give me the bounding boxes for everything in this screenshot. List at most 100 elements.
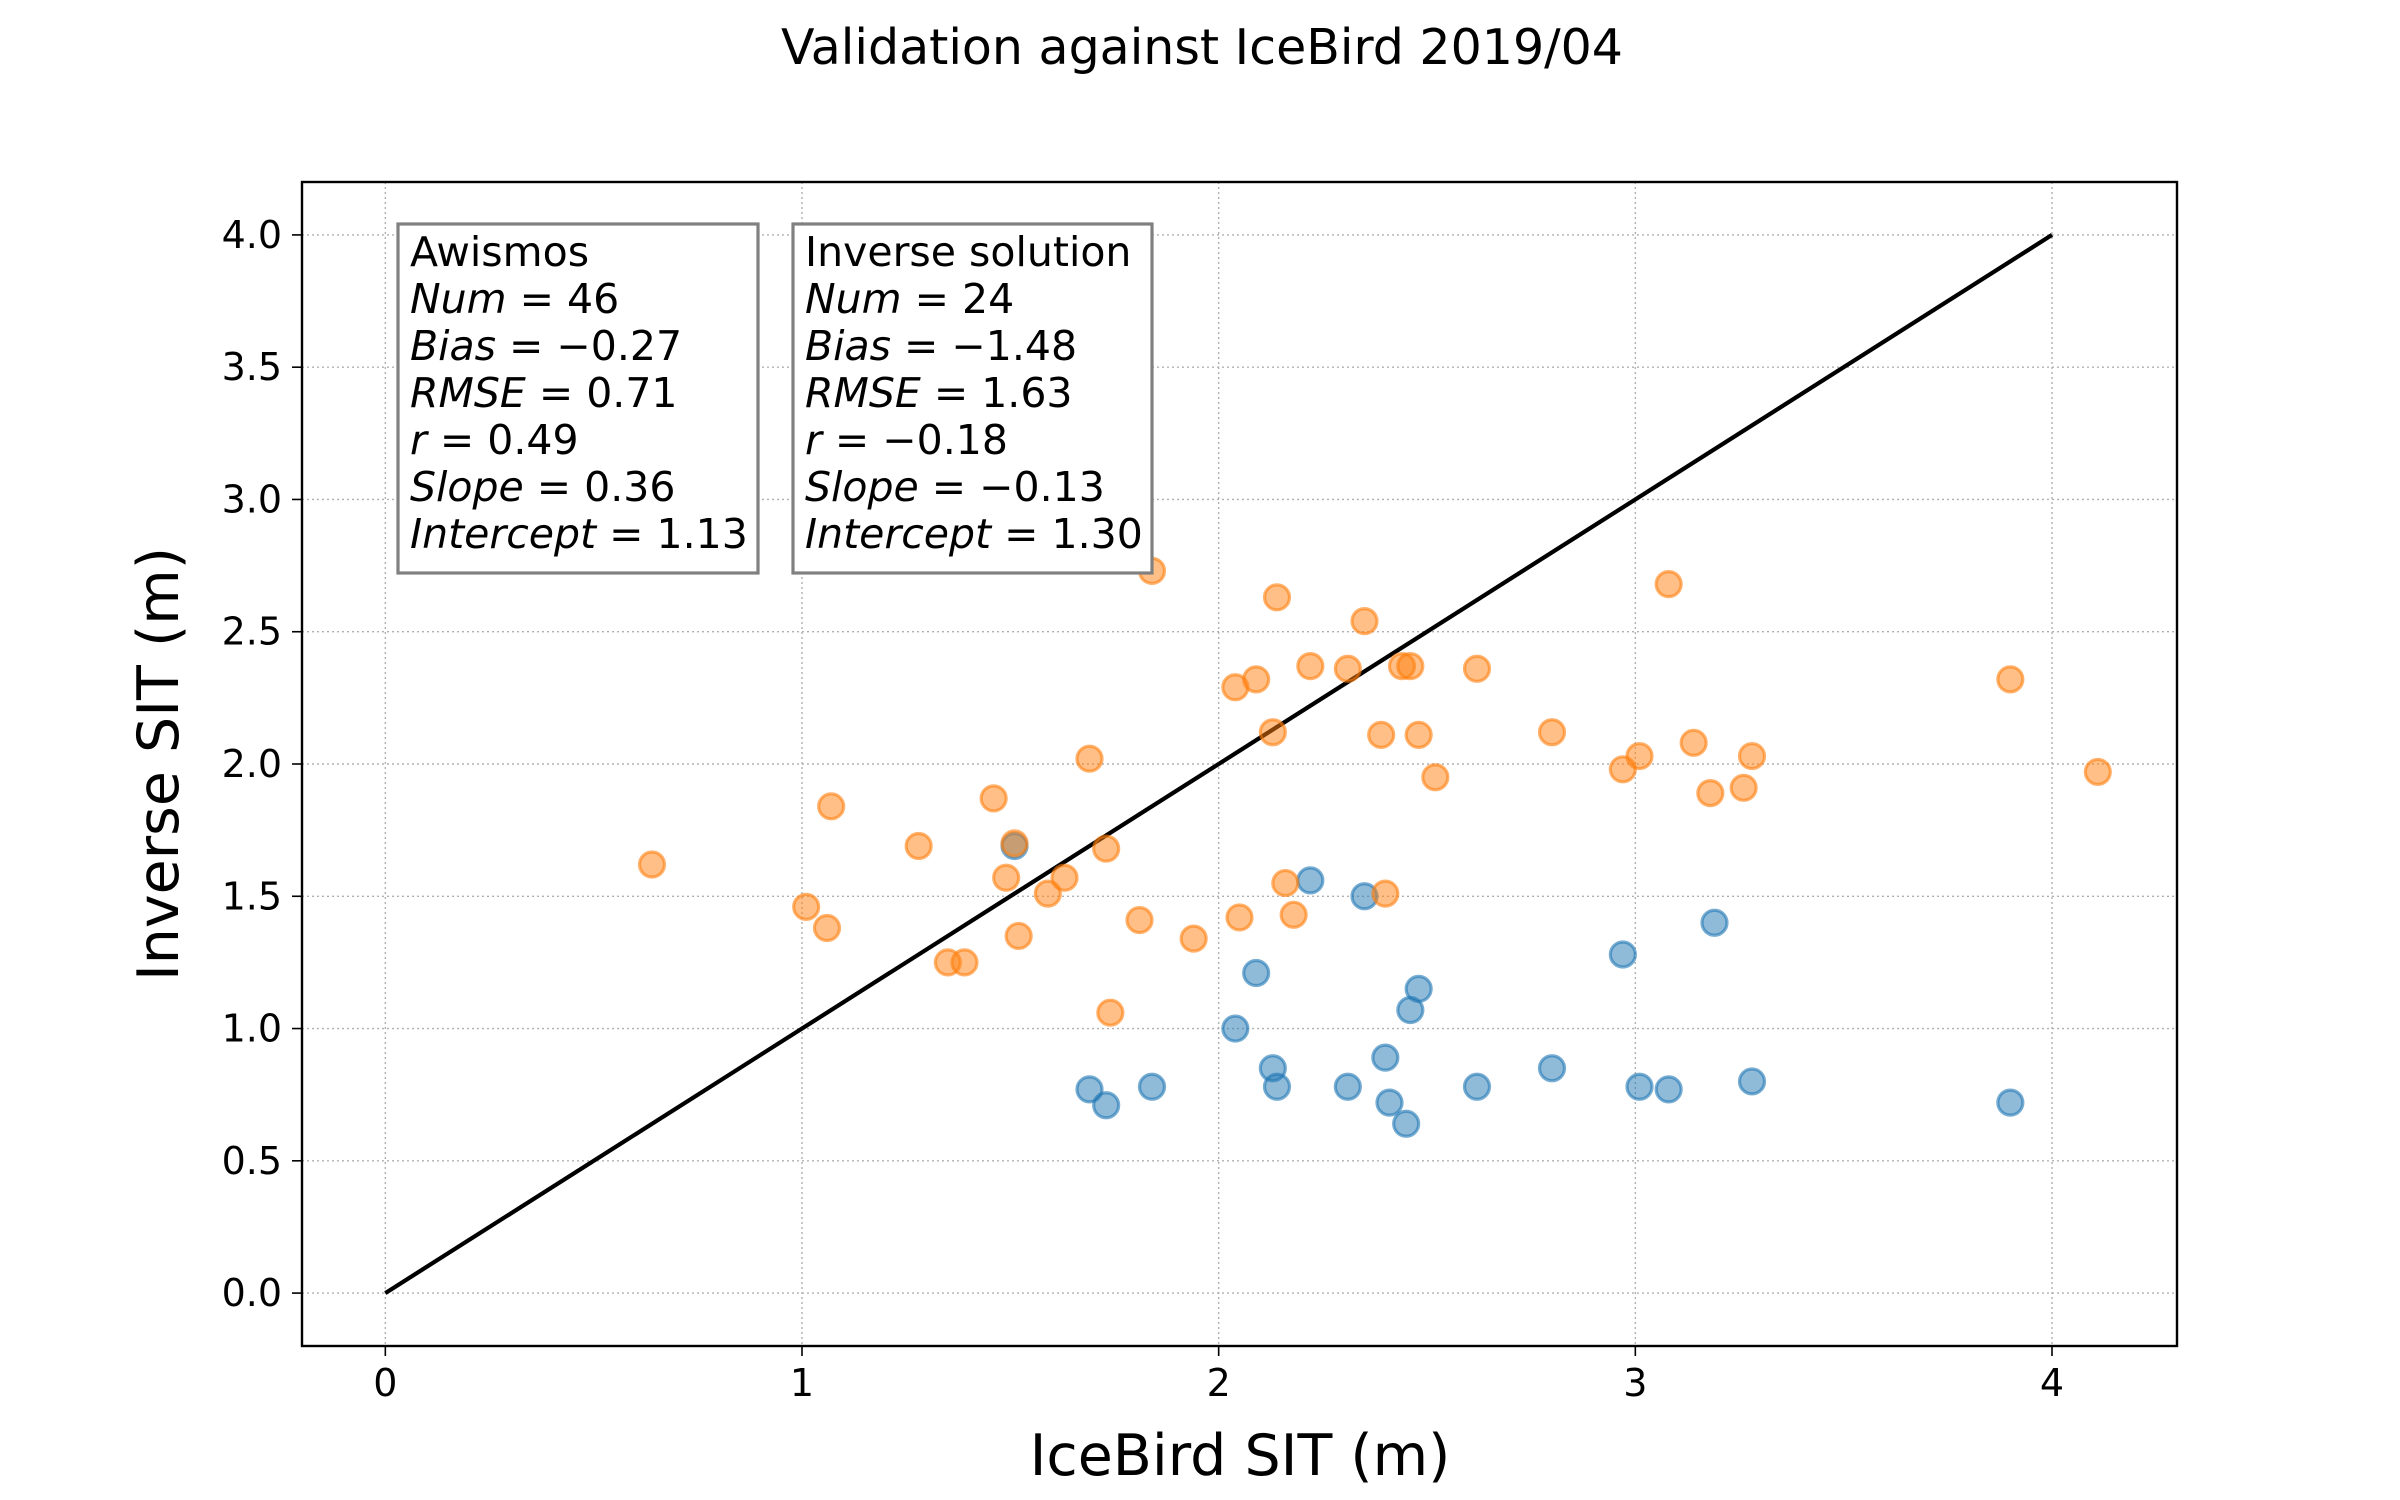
- stat-rmse-awismos: RMSE = 0.71: [410, 369, 678, 417]
- x-tick-label-0: 0: [373, 1361, 397, 1405]
- point-awismos-6: [950, 948, 979, 977]
- point-inverse-solution-3: [1700, 908, 1729, 937]
- point-awismos-45: [2083, 757, 2112, 787]
- point-inverse-solution-7: [1396, 995, 1425, 1025]
- point-awismos-25: [1279, 900, 1308, 929]
- point-inverse-solution-11: [1371, 1043, 1400, 1072]
- stats-box-frame-awismos: [396, 222, 760, 575]
- point-awismos-32: [1396, 652, 1425, 681]
- point-awismos-20: [1225, 903, 1254, 932]
- point-inverse-solution-1: [1296, 866, 1325, 895]
- stats-box-title-inverse-solution: Inverse solution: [805, 228, 1131, 276]
- series-awismos: [637, 556, 2112, 1027]
- point-awismos-40: [1679, 728, 1708, 757]
- point-awismos-11: [1033, 879, 1062, 908]
- point-awismos-35: [1462, 654, 1492, 683]
- y-tick-label-1: 0.5: [222, 1139, 282, 1183]
- point-inverse-solution-23: [1392, 1109, 1421, 1138]
- point-awismos-0: [637, 850, 667, 879]
- x-tick-label-2: 2: [1207, 1361, 1231, 1405]
- data-points: [637, 556, 2112, 1138]
- point-awismos-23: [1262, 583, 1292, 612]
- stat-intercept-inverse-solution: Intercept = 1.30: [805, 510, 1143, 558]
- point-awismos-9: [1000, 829, 1029, 858]
- point-awismos-3: [817, 792, 846, 821]
- point-awismos-8: [992, 863, 1021, 892]
- stats-box-frame-inverse-solution: [791, 222, 1154, 575]
- point-inverse-solution-21: [1737, 1067, 1767, 1096]
- point-awismos-15: [1096, 998, 1125, 1027]
- y-tick-label-8: 4.0: [222, 213, 282, 257]
- point-inverse-solution-14: [1137, 1072, 1167, 1101]
- stat-r-inverse-solution: r = −0.18: [805, 416, 1008, 464]
- point-awismos-4: [904, 831, 933, 861]
- point-awismos-43: [1737, 741, 1767, 771]
- point-inverse-solution-22: [1996, 1088, 2025, 1117]
- point-awismos-18: [1179, 924, 1208, 953]
- point-awismos-13: [1075, 744, 1104, 773]
- point-awismos-1: [792, 892, 821, 921]
- stat-slope-inverse-solution: Slope = −0.13: [805, 463, 1105, 511]
- point-awismos-39: [1654, 570, 1683, 599]
- point-inverse-solution-12: [1075, 1075, 1104, 1104]
- point-awismos-26: [1296, 652, 1325, 681]
- point-awismos-2: [812, 913, 842, 943]
- y-tick-label-4: 2.0: [222, 742, 282, 786]
- chart-title: Validation against IceBird 2019/04: [781, 19, 1623, 76]
- y-axis-label: Inverse SIT (m): [126, 547, 192, 981]
- point-awismos-14: [1092, 834, 1121, 863]
- stat-bias-awismos: Bias = −0.27: [410, 322, 682, 370]
- point-awismos-30: [1371, 879, 1400, 908]
- point-inverse-solution-20: [1654, 1075, 1683, 1104]
- x-tick-label-1: 1: [790, 1361, 814, 1405]
- point-inverse-solution-8: [1221, 1014, 1250, 1043]
- y-tick-label-2: 1.0: [222, 1007, 282, 1051]
- point-inverse-solution-10: [1537, 1054, 1567, 1083]
- stat-rmse-inverse-solution: RMSE = 1.63: [805, 369, 1073, 417]
- point-inverse-solution-15: [1262, 1072, 1292, 1101]
- y-tick-label-7: 3.5: [222, 345, 282, 389]
- point-awismos-10: [1004, 921, 1033, 951]
- point-awismos-12: [1050, 863, 1079, 892]
- point-inverse-solution-16: [1333, 1072, 1362, 1101]
- point-awismos-42: [1729, 773, 1758, 802]
- stats-box-title-awismos: Awismos: [410, 228, 589, 276]
- point-awismos-41: [1696, 778, 1725, 808]
- axis-ticks: 0 1 2 3 4 0.0 0.5 1.0 1.5 2.0 2.5 3.0 3.5 4.0: [222, 213, 2065, 1405]
- stat-num-awismos: Num = 46: [410, 275, 619, 323]
- point-awismos-29: [1367, 720, 1396, 750]
- stat-r-awismos: r = 0.49: [410, 416, 579, 464]
- point-inverse-solution-13: [1092, 1091, 1121, 1120]
- point-awismos-36: [1537, 718, 1567, 747]
- point-awismos-24: [1271, 868, 1300, 898]
- point-awismos-16: [1125, 905, 1154, 935]
- point-inverse-solution-4: [1608, 940, 1637, 969]
- one-to-one-line: [384, 233, 2054, 1295]
- y-tick-label-6: 3.0: [222, 477, 282, 521]
- x-axis-label: IceBird SIT (m): [1030, 1423, 1451, 1489]
- point-awismos-38: [1625, 741, 1654, 771]
- y-tick-label-3: 1.5: [222, 874, 282, 918]
- point-awismos-44: [1996, 665, 2025, 694]
- point-awismos-34: [1421, 763, 1450, 792]
- point-awismos-28: [1350, 607, 1379, 636]
- point-inverse-solution-17: [1375, 1088, 1404, 1117]
- point-awismos-27: [1333, 654, 1362, 683]
- stat-intercept-awismos: Intercept = 1.13: [410, 510, 748, 558]
- point-inverse-solution-18: [1462, 1072, 1492, 1101]
- point-inverse-solution-5: [1242, 958, 1271, 988]
- point-awismos-22: [1258, 718, 1287, 747]
- point-awismos-33: [1404, 720, 1433, 750]
- point-inverse-solution-19: [1625, 1072, 1654, 1101]
- x-tick-label-4: 4: [2040, 1361, 2064, 1405]
- stat-num-inverse-solution: Num = 24: [805, 275, 1014, 323]
- y-tick-label-0: 0.0: [222, 1271, 282, 1315]
- one-to-one-line-group: [384, 233, 2054, 1295]
- x-tick-label-3: 3: [1623, 1361, 1647, 1405]
- point-awismos-21: [1242, 665, 1271, 694]
